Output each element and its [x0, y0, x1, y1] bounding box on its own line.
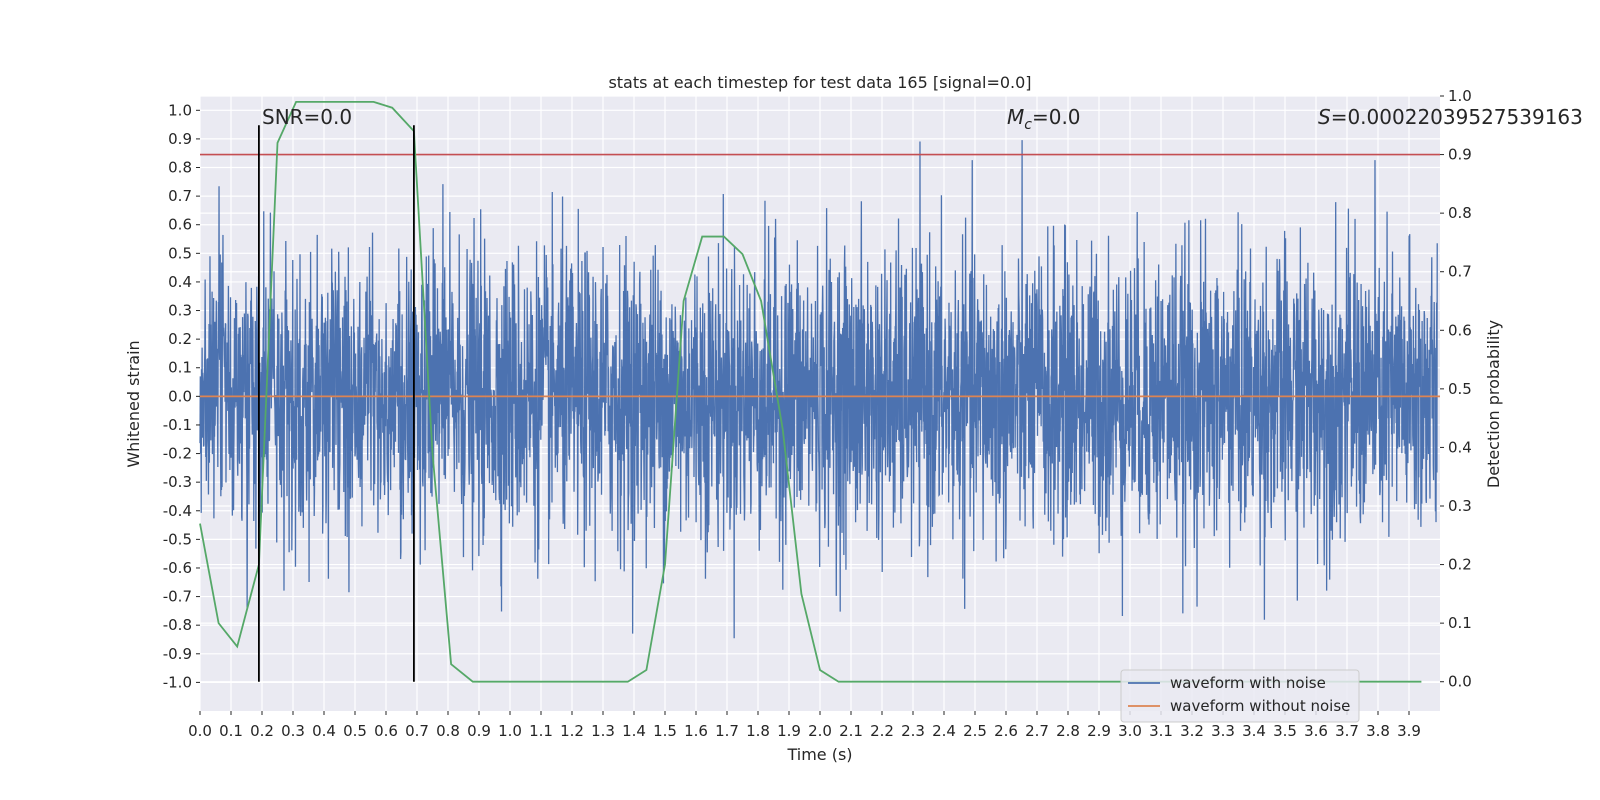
y-right-tick-label-7: 0.3 — [1448, 497, 1472, 515]
y-right-tick-label-8: 0.2 — [1448, 556, 1472, 574]
y-left-tick-label-2: 0.8 — [168, 159, 192, 177]
x-tick-label-35: 3.5 — [1273, 722, 1297, 740]
x-tick-label-28: 2.8 — [1056, 722, 1080, 740]
y-left-tick-label-17: -0.7 — [163, 588, 192, 606]
y-left-tick-label-10: 0.0 — [168, 387, 192, 405]
y-right-tick-label-6: 0.4 — [1448, 438, 1472, 456]
x-tick-label-10: 1.0 — [498, 722, 522, 740]
y-left-tick-label-11: -0.1 — [163, 416, 192, 434]
y-right-tick-label-10: 0.0 — [1448, 673, 1472, 691]
legend-label-waveform-without-noise: waveform without noise — [1170, 697, 1350, 715]
y-right-tick-label-2: 0.8 — [1448, 204, 1472, 222]
x-tick-label-18: 1.8 — [746, 722, 770, 740]
x-tick-label-15: 1.5 — [653, 722, 677, 740]
x-tick-label-25: 2.5 — [963, 722, 987, 740]
y-right-tick-label-9: 0.1 — [1448, 614, 1472, 632]
x-tick-label-20: 2.0 — [808, 722, 832, 740]
x-tick-label-27: 2.7 — [1025, 722, 1049, 740]
x-tick-label-24: 2.4 — [932, 722, 956, 740]
y-axis-label-right: Detection probability — [1484, 320, 1503, 488]
y-right-tick-label-3: 0.7 — [1448, 263, 1472, 281]
series-waveform-with-noise — [199, 140, 1438, 639]
x-tick-label-7: 0.7 — [405, 722, 429, 740]
y-left-tick-label-1: 0.9 — [168, 130, 192, 148]
x-tick-label-38: 3.8 — [1366, 722, 1390, 740]
x-tick-label-37: 3.7 — [1335, 722, 1359, 740]
chart-title: stats at each timestep for test data 165… — [608, 73, 1031, 92]
x-tick-label-19: 1.9 — [777, 722, 801, 740]
annotation-chirp-mass: Mc=0.0 — [1007, 105, 1081, 133]
y-left-tick-label-4: 0.6 — [168, 216, 192, 234]
y-right-tick-label-1: 0.9 — [1448, 146, 1472, 164]
x-tick-label-34: 3.4 — [1242, 722, 1266, 740]
annotation-chirp-mass-sub: c — [1024, 117, 1032, 133]
y-right-tick-label-0: 1.0 — [1448, 87, 1472, 105]
legend-box — [1120, 669, 1360, 723]
y-left-tick-label-12: -0.2 — [163, 445, 192, 463]
y-left-tick-label-6: 0.4 — [168, 273, 192, 291]
x-tick-label-16: 1.6 — [684, 722, 708, 740]
y-left-tick-label-9: 0.1 — [168, 359, 192, 377]
legend: waveform with noise waveform without noi… — [1120, 669, 1360, 723]
x-tick-label-2: 0.2 — [250, 722, 274, 740]
x-tick-label-3: 0.3 — [281, 722, 305, 740]
y-left-tick-label-19: -0.9 — [163, 645, 192, 663]
x-tick-label-32: 3.2 — [1180, 722, 1204, 740]
x-tick-label-36: 3.6 — [1304, 722, 1328, 740]
y-left-tick-label-0: 1.0 — [168, 101, 192, 119]
x-tick-label-4: 0.4 — [312, 722, 336, 740]
x-tick-label-12: 1.2 — [560, 722, 584, 740]
x-tick-label-26: 2.6 — [994, 722, 1018, 740]
waveform-with-noise-line — [199, 140, 1438, 639]
x-tick-label-6: 0.6 — [374, 722, 398, 740]
legend-label-waveform-with-noise: waveform with noise — [1170, 674, 1326, 692]
x-tick-label-33: 3.3 — [1211, 722, 1235, 740]
y-left-tick-label-5: 0.5 — [168, 244, 192, 262]
y-left-tick-label-7: 0.3 — [168, 302, 192, 320]
x-tick-label-31: 3.1 — [1149, 722, 1173, 740]
x-tick-label-17: 1.7 — [715, 722, 739, 740]
y-axis-label-left: Whitened strain — [124, 340, 143, 467]
y-right-tick-label-4: 0.6 — [1448, 321, 1472, 339]
x-tick-label-9: 0.9 — [467, 722, 491, 740]
x-tick-label-0: 0.0 — [188, 722, 212, 740]
annotation-snr: SNR=0.0 — [262, 105, 352, 129]
x-tick-label-29: 2.9 — [1087, 722, 1111, 740]
annotation-s-value: =0.00022039527539163 — [1331, 105, 1583, 129]
annotation-s-symbol: S — [1318, 105, 1331, 129]
series-lines — [199, 100, 1440, 683]
y-left-tick-label-13: -0.3 — [163, 473, 192, 491]
x-tick-label-21: 2.1 — [839, 722, 863, 740]
x-tick-label-14: 1.4 — [622, 722, 646, 740]
y-left-tick-label-14: -0.4 — [163, 502, 192, 520]
annotation-chirp-mass-value: =0.0 — [1032, 105, 1081, 129]
y-left-tick-label-15: -0.5 — [163, 530, 192, 548]
annotation-chirp-mass-symbol: M — [1007, 105, 1024, 129]
y-left-tick-label-8: 0.2 — [168, 330, 192, 348]
y-right-tick-label-5: 0.5 — [1448, 380, 1472, 398]
y-ticks-right: 1.0 0.9 0.8 0.7 0.6 0.5 0.4 0.3 0.2 0.1 0.0 — [1440, 87, 1472, 691]
x-tick-label-13: 1.3 — [591, 722, 615, 740]
x-tick-label-5: 0.5 — [343, 722, 367, 740]
x-tick-label-22: 2.2 — [870, 722, 894, 740]
x-tick-label-1: 0.1 — [219, 722, 243, 740]
y-left-tick-label-20: -1.0 — [163, 673, 192, 691]
x-tick-label-30: 3.0 — [1118, 722, 1142, 740]
detection-probability-line — [199, 100, 1422, 683]
x-tick-label-8: 0.8 — [436, 722, 460, 740]
annotation-s: S=0.00022039527539163 — [1318, 105, 1583, 129]
x-tick-label-11: 1.1 — [529, 722, 553, 740]
y-left-tick-label-3: 0.7 — [168, 187, 192, 205]
x-tick-label-23: 2.3 — [901, 722, 925, 740]
y-ticks-left: 1.0 0.9 0.8 0.7 0.6 0.5 0.4 0.3 0.2 0.1 0.0 -0.1 -0.… — [163, 101, 200, 691]
x-axis-label: Time (s) — [786, 745, 852, 764]
x-ticks: 0.0 0.1 0.2 0.3 0.4 0.5 0.6 0.7 0.8 0.9 1.0 1.1 1.2 1… — [188, 711, 1421, 740]
y-left-tick-label-18: -0.8 — [163, 616, 192, 634]
x-tick-label-39: 3.9 — [1397, 722, 1421, 740]
y-left-tick-label-16: -0.6 — [163, 559, 192, 577]
